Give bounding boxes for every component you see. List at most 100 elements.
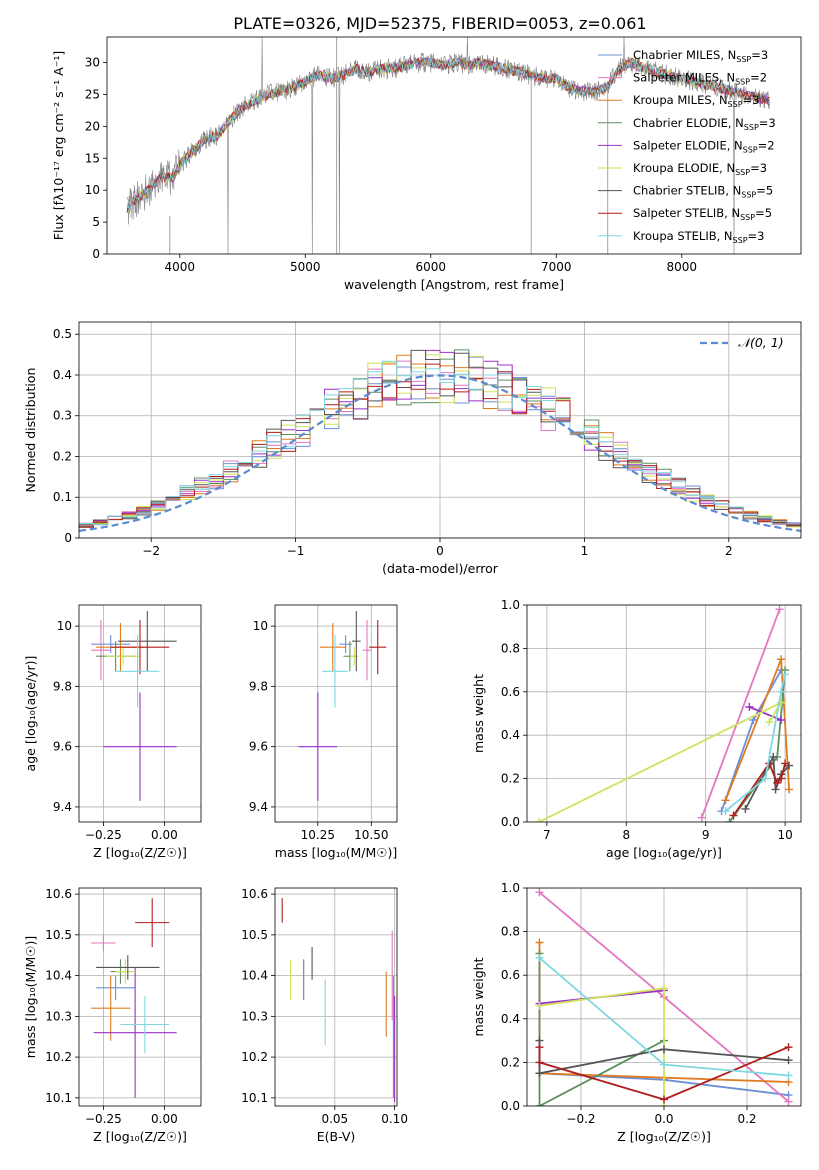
plot-area bbox=[79, 322, 801, 538]
age-vs-mass-panel: 10.25 10.50 9.4 9.6 9.8 10 mass [log₁₀(M/M☉)] bbox=[249, 604, 398, 860]
y-axis-label: Normed distribution bbox=[23, 368, 38, 493]
data-point-marker bbox=[660, 984, 668, 993]
data-point-marker bbox=[535, 953, 544, 962]
axes-frame bbox=[78, 887, 202, 1107]
y-tick-label: 0.1 bbox=[53, 490, 72, 504]
mass-weight-series-line bbox=[538, 953, 665, 1106]
y-tick-label: 0.0 bbox=[501, 815, 520, 829]
y-tick-label: 9.8 bbox=[249, 679, 268, 693]
x-tick-label: 0.00 bbox=[151, 1112, 178, 1126]
x-tick-label: 0.2 bbox=[737, 1112, 756, 1126]
mass-weight-series-line bbox=[725, 674, 786, 812]
data-point-marker bbox=[784, 1056, 793, 1065]
mass-weight-series-line bbox=[728, 670, 786, 822]
x-tick-label: 10.50 bbox=[354, 828, 388, 842]
y-axis-label: mass weight bbox=[471, 674, 486, 753]
data-point-marker bbox=[725, 818, 734, 822]
legend-entry: Kroupa MILES, NSSP=3 bbox=[633, 93, 759, 109]
y-tick-label: 10.5 bbox=[241, 928, 268, 942]
y-axis-label: mass [log₁₀(M/M☉)] bbox=[23, 936, 38, 1058]
plot-area bbox=[79, 888, 201, 1106]
y-tick-label: 10 bbox=[85, 183, 100, 197]
data-point-marker bbox=[535, 938, 544, 947]
y-tick-label: 0.8 bbox=[501, 641, 520, 655]
x-tick-label: −2 bbox=[142, 544, 160, 558]
y-tick-label: 10 bbox=[57, 619, 72, 633]
x-tick-label: 0 bbox=[436, 544, 444, 558]
plot-area bbox=[275, 888, 397, 1106]
y-tick-label: 0 bbox=[92, 247, 100, 261]
x-tick-label: 0.05 bbox=[321, 1112, 348, 1126]
plot-area bbox=[275, 605, 397, 822]
y-tick-label: 10.2 bbox=[45, 1050, 72, 1064]
y-tick-label: 15 bbox=[85, 151, 100, 165]
legend-entry: Chabrier MILES, NSSP=3 bbox=[633, 48, 768, 64]
data-point-marker bbox=[535, 1001, 544, 1010]
mass-vs-metallicity-panel: −0.25 0.00 10.1 10.2 10.3 10.4 10.5 10.6 Z [log₁… bbox=[23, 887, 202, 1144]
y-tick-label: 10.1 bbox=[241, 1091, 268, 1105]
y-tick-label: 10.5 bbox=[45, 928, 72, 942]
data-point-marker bbox=[761, 774, 770, 783]
x-tick-label: −0.25 bbox=[85, 1112, 122, 1126]
plot-area bbox=[527, 605, 801, 822]
x-tick-label: 0.10 bbox=[381, 1112, 408, 1126]
y-tick-label: 10.6 bbox=[241, 887, 268, 901]
y-tick-label: 10.1 bbox=[45, 1091, 72, 1105]
data-point-marker bbox=[721, 807, 730, 816]
data-point-marker bbox=[729, 811, 738, 820]
axes-frame bbox=[78, 321, 802, 539]
y-tick-label: 5 bbox=[92, 215, 100, 229]
y-tick-label: 10.3 bbox=[241, 1009, 268, 1023]
legend-entry: Salpeter MILES, NSSP=2 bbox=[633, 71, 767, 87]
y-tick-label: 10.6 bbox=[45, 887, 72, 901]
residual-histogram bbox=[79, 349, 801, 526]
x-tick-label: 8000 bbox=[667, 260, 698, 274]
data-point-marker bbox=[769, 752, 778, 761]
data-point-marker bbox=[785, 785, 794, 794]
axes-frame bbox=[526, 887, 802, 1107]
x-axis-label: E(B-V) bbox=[317, 1129, 356, 1144]
x-tick-label: −0.2 bbox=[566, 1112, 595, 1126]
x-tick-label: 10 bbox=[777, 828, 792, 842]
y-tick-label: 9.4 bbox=[249, 800, 268, 814]
y-tick-label: 0.2 bbox=[501, 772, 520, 786]
x-tick-label: 1 bbox=[581, 544, 589, 558]
y-tick-label: 10 bbox=[253, 619, 268, 633]
data-point-marker bbox=[777, 716, 786, 725]
y-tick-label: 0.2 bbox=[501, 1055, 520, 1069]
x-tick-label: 6000 bbox=[416, 260, 447, 274]
mass-weight-vs-metallicity-panel: −0.2 0.0 0.2 0.0 0.2 0.4 0.6 0.8 1.0 Z [log₁₀(Z/Z… bbox=[471, 881, 802, 1144]
data-point-marker bbox=[660, 1095, 668, 1104]
residual-histogram bbox=[79, 360, 801, 526]
axes-frame bbox=[274, 604, 398, 823]
legend-entry: Salpeter STELIB, NSSP=5 bbox=[633, 206, 772, 222]
model-spectrum-line bbox=[126, 57, 770, 213]
y-tick-label: 0 bbox=[64, 531, 72, 545]
x-axis-label: wavelength [Angstrom, rest frame] bbox=[344, 277, 564, 292]
y-axis-label: age [log₁₀(age/yr)] bbox=[23, 656, 38, 772]
data-point-marker bbox=[721, 796, 730, 805]
x-tick-label: 0.00 bbox=[151, 828, 178, 842]
x-tick-label: 7 bbox=[543, 828, 551, 842]
data-point-marker bbox=[660, 1060, 668, 1069]
data-point-marker bbox=[765, 718, 774, 727]
model-spectrum-line bbox=[126, 56, 770, 212]
mass-weight-series-line bbox=[538, 1046, 789, 1101]
y-tick-label: 20 bbox=[85, 119, 100, 133]
data-point-marker bbox=[749, 716, 758, 725]
data-point-marker bbox=[745, 702, 754, 711]
y-tick-label: 0.5 bbox=[53, 327, 72, 341]
axes-frame bbox=[526, 604, 802, 823]
x-axis-label: Z [log₁₀(Z/Z☉)] bbox=[93, 1129, 187, 1144]
axes-frame bbox=[106, 36, 802, 255]
data-point-marker bbox=[781, 670, 790, 679]
data-point-marker bbox=[784, 1043, 793, 1052]
x-tick-label: 2 bbox=[725, 544, 733, 558]
x-tick-label: 10.25 bbox=[301, 828, 335, 842]
mass-weight-series-line bbox=[538, 700, 784, 822]
x-tick-label: 8 bbox=[622, 828, 630, 842]
data-point-marker bbox=[777, 655, 786, 664]
mass-vs-ebv-panel: 0.05 0.10 10.1 10.2 10.3 10.4 10.5 10.6 E(B-V) bbox=[241, 887, 408, 1144]
mass-weight-vs-age-panel: 7 8 9 10 0.0 0.2 0.4 0.6 0.8 1.0 age [log₁₀(age/yr… bbox=[471, 598, 802, 860]
